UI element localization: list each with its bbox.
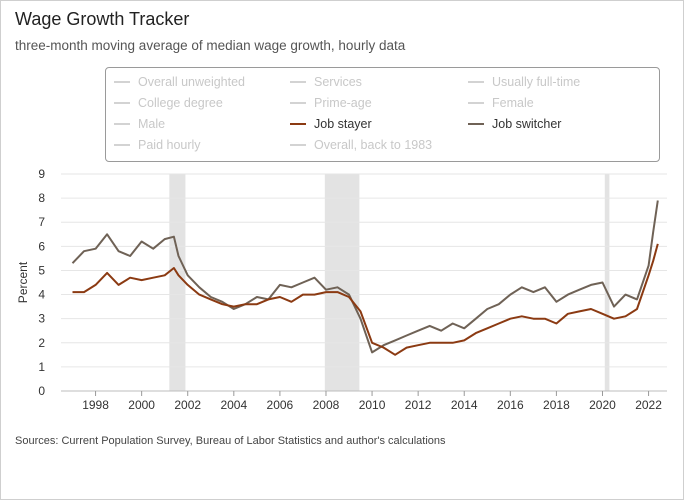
legend-swatch bbox=[290, 144, 306, 146]
legend-label: Services bbox=[314, 75, 362, 89]
legend-label: Male bbox=[138, 117, 166, 131]
legend-swatch bbox=[290, 102, 306, 104]
y-tick-label: 1 bbox=[38, 360, 45, 374]
y-tick-label: 0 bbox=[38, 384, 45, 398]
legend-item-overall-back-to-1983[interactable]: Overall, back to 1983 bbox=[290, 135, 432, 155]
y-tick-label: 2 bbox=[38, 336, 45, 350]
recession-band bbox=[324, 174, 360, 391]
legend-label: Prime-age bbox=[314, 96, 372, 110]
x-tick-label: 2002 bbox=[174, 398, 201, 412]
legend: Overall unweighted Services Usually full-t… bbox=[105, 67, 660, 162]
x-tick-label: 2010 bbox=[359, 398, 386, 412]
x-tick-label: 2014 bbox=[451, 398, 478, 412]
x-tick-label: 2022 bbox=[635, 398, 662, 412]
y-tick-label: 9 bbox=[38, 167, 45, 181]
legend-item-paid-hourly[interactable]: Paid hourly bbox=[114, 135, 201, 155]
legend-swatch bbox=[468, 81, 484, 83]
y-tick-label: 5 bbox=[38, 263, 45, 277]
recession-band bbox=[604, 174, 610, 391]
chart-title: Wage Growth Tracker bbox=[15, 9, 190, 29]
series-line-job-switcher bbox=[71, 200, 659, 354]
x-tick-label: 1998 bbox=[82, 398, 109, 412]
legend-item-female[interactable]: Female bbox=[468, 93, 534, 113]
legend-item-job-stayer[interactable]: Job stayer bbox=[290, 114, 372, 134]
x-tick-label: 2020 bbox=[589, 398, 616, 412]
legend-item-prime-age[interactable]: Prime-age bbox=[290, 93, 372, 113]
y-tick-label: 7 bbox=[38, 215, 45, 229]
legend-label: Female bbox=[492, 96, 534, 110]
x-tick-label: 2000 bbox=[128, 398, 155, 412]
chart-subtitle: three-month moving average of median wag… bbox=[15, 38, 406, 53]
legend-item-overall-unweighted[interactable]: Overall unweighted bbox=[114, 72, 245, 92]
series-line-job-stayer bbox=[72, 243, 659, 356]
legend-swatch bbox=[290, 123, 306, 125]
legend-label: Job switcher bbox=[492, 117, 562, 131]
legend-label: Overall unweighted bbox=[138, 75, 246, 89]
legend-label: Overall, back to 1983 bbox=[314, 138, 433, 152]
y-tick-label: 8 bbox=[38, 191, 45, 205]
legend-swatch bbox=[114, 102, 130, 104]
y-tick-label: 6 bbox=[38, 239, 45, 253]
x-tick-label: 2004 bbox=[220, 398, 247, 412]
legend-item-male[interactable]: Male bbox=[114, 114, 165, 134]
x-tick-label: 2016 bbox=[497, 398, 524, 412]
legend-swatch bbox=[114, 123, 130, 125]
legend-swatch bbox=[114, 144, 130, 146]
legend-swatch bbox=[468, 123, 484, 125]
recession-band bbox=[169, 174, 186, 391]
legend-item-job-switcher[interactable]: Job switcher bbox=[468, 114, 561, 134]
y-tick-label: 3 bbox=[38, 312, 45, 326]
x-tick-label: 2012 bbox=[405, 398, 432, 412]
legend-item-usually-full-time[interactable]: Usually full-time bbox=[468, 72, 580, 92]
x-tick-label: 2008 bbox=[313, 398, 340, 412]
x-tick-label: 2006 bbox=[267, 398, 294, 412]
y-axis-title: Percent bbox=[16, 261, 30, 303]
legend-swatch bbox=[290, 81, 306, 83]
legend-item-services[interactable]: Services bbox=[290, 72, 362, 92]
legend-swatch bbox=[114, 81, 130, 83]
legend-label: College degree bbox=[138, 96, 223, 110]
y-tick-label: 4 bbox=[38, 288, 45, 302]
legend-label: Usually full-time bbox=[492, 75, 581, 89]
x-tick-label: 2018 bbox=[543, 398, 570, 412]
legend-label: Paid hourly bbox=[138, 138, 201, 152]
legend-swatch bbox=[468, 102, 484, 104]
source-note: Sources: Current Population Survey, Bure… bbox=[15, 435, 446, 447]
legend-label: Job stayer bbox=[314, 117, 372, 131]
legend-item-college-degree[interactable]: College degree bbox=[114, 93, 223, 113]
